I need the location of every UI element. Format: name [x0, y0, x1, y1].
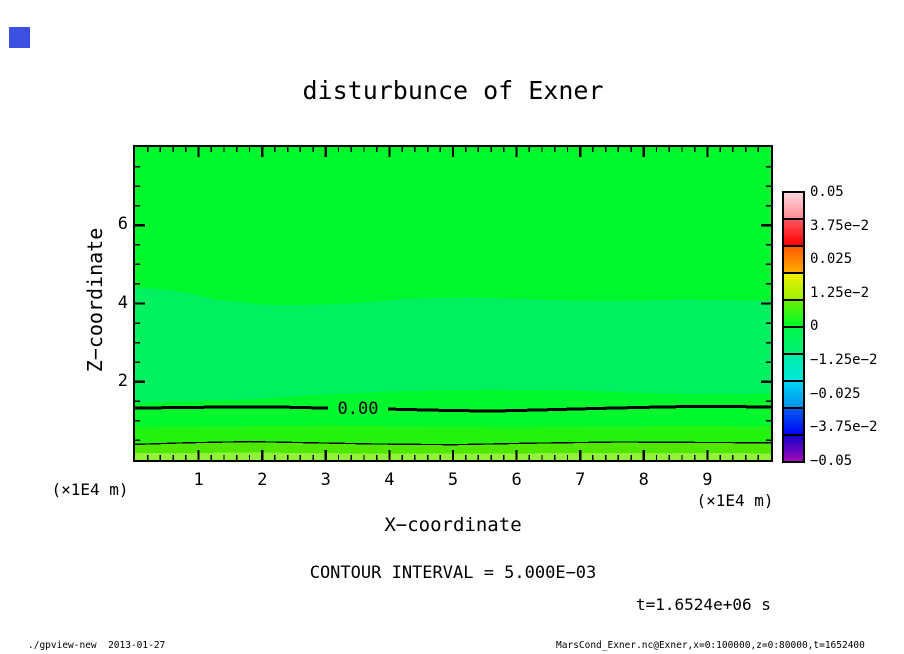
- contour-line-0.005: [135, 440, 771, 446]
- colorbar-segment: [784, 299, 803, 326]
- x-tick-label: 6: [511, 470, 522, 490]
- x-unit-label-right: (×1E4 m): [696, 491, 774, 510]
- colorbar-label: −3.75e−2: [810, 419, 878, 436]
- colorbar-segment: [784, 218, 803, 245]
- x-unit-label-left: (×1E4 m): [51, 480, 129, 499]
- colorbar-segment: [784, 245, 803, 272]
- colorbar-label: 0: [810, 318, 819, 335]
- colorbar-label: −0.025: [810, 385, 861, 402]
- colorbar-label: 0.025: [810, 251, 853, 268]
- colorbar-segment: [784, 407, 803, 434]
- y-tick-label: 6: [117, 214, 128, 235]
- page-title: disturbunce of Exner: [302, 76, 604, 105]
- colorbar-segment: [784, 434, 803, 461]
- footer-dataset-info: MarsCond_Exner.nc@Exner,x=0:100000,z=0:8…: [556, 640, 865, 651]
- contour-interval-label: CONTOUR INTERVAL = 5.000E−03: [309, 563, 597, 583]
- time-label: t=1.6524e+06 s: [636, 595, 771, 614]
- contour-line-0.00: [135, 404, 771, 413]
- x-tick-label: 3: [320, 470, 331, 490]
- x-tick-label: 8: [638, 470, 649, 490]
- x-tick-label: 5: [447, 470, 459, 490]
- colorbar-label: −1.25e−2: [810, 352, 878, 368]
- contour-plot-canvas: 0.00: [135, 147, 771, 460]
- contour-line-label: 0.00: [338, 399, 379, 419]
- colorbar-label: 1.25e−2: [810, 284, 870, 301]
- x-tick-label: 2: [257, 470, 268, 490]
- x-tick-label: 4: [384, 470, 395, 490]
- colorbar-label: 3.75e−2: [810, 217, 870, 234]
- contour-label-gap: [328, 398, 388, 420]
- x-tick-label: 7: [575, 470, 586, 490]
- y-tick-label: 2: [117, 370, 128, 391]
- colorbar-segment: [784, 272, 803, 299]
- y-tick-label: 4: [117, 292, 128, 313]
- footer-command: ./gpview-new 2013-01-27: [28, 640, 166, 651]
- corner-marker: [9, 27, 30, 48]
- colorbar-segment: [784, 193, 803, 218]
- colorbar-label: 0.05: [810, 184, 844, 200]
- x-tick-label: 9: [702, 470, 713, 490]
- colorbar-segment: [784, 380, 803, 407]
- x-tick-label: 1: [193, 470, 204, 490]
- colorbar: [782, 191, 805, 463]
- colorbar-segment: [784, 326, 803, 353]
- x-axis-title: X−coordinate: [384, 514, 522, 536]
- colorbar-label: −0.05: [810, 452, 853, 469]
- colorbar-segment: [784, 353, 803, 380]
- plot-area: 0.00: [133, 145, 773, 462]
